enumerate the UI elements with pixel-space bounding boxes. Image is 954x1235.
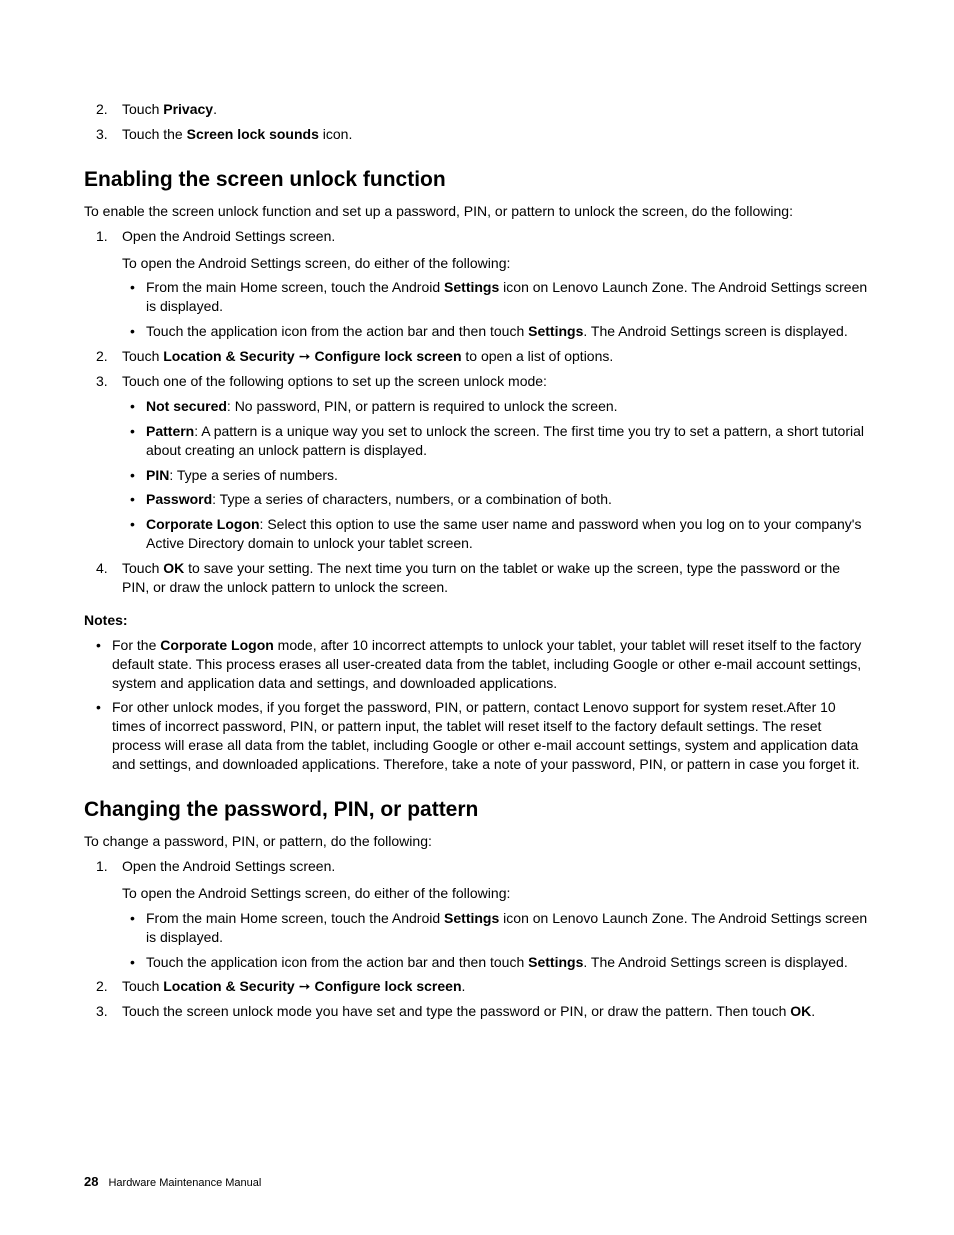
list-item: 3. Touch the Screen lock sounds icon. [84, 125, 870, 144]
list-item: 4. Touch OK to save your setting. The ne… [84, 559, 870, 597]
list-item: From the main Home screen, touch the And… [122, 909, 870, 947]
text: : A pattern is a unique way you set to u… [146, 423, 864, 458]
text: icon. [319, 126, 352, 142]
unlock-mode-options: Not secured: No password, PIN, or patter… [122, 397, 870, 553]
text: . [811, 1003, 815, 1019]
book-title: Hardware Maintenance Manual [108, 1177, 261, 1189]
bold-text: Configure lock screen [314, 348, 461, 364]
sub-bullets: From the main Home screen, touch the And… [122, 909, 870, 972]
bold-text: Settings [528, 954, 583, 970]
text: For other unlock modes, if you forget th… [112, 699, 860, 772]
bold-text: Corporate Logon [146, 516, 260, 532]
notes-list: For the Corporate Logon mode, after 10 i… [84, 636, 870, 774]
paragraph: To open the Android Settings screen, do … [122, 884, 870, 903]
text: to save your setting. The next time you … [122, 560, 840, 595]
bold-text: Corporate Logon [160, 637, 274, 653]
bold-text: Not secured [146, 398, 227, 414]
text: . The Android Settings screen is display… [583, 323, 847, 339]
text: Open the Android Settings screen. [122, 228, 335, 244]
bold-text: Settings [444, 910, 499, 926]
bold-text: Settings [444, 279, 499, 295]
bold-text: Location & Security [163, 978, 294, 994]
list-item: 3. Touch the screen unlock mode you have… [84, 1002, 870, 1021]
list-item: 2. Touch Location & Security➙Configure l… [84, 347, 870, 366]
bold-text: Screen lock sounds [187, 126, 319, 142]
text: Open the Android Settings screen. [122, 858, 335, 874]
bold-text: Pattern [146, 423, 194, 439]
arrow-icon: ➙ [299, 978, 311, 994]
text: Touch the application icon from the acti… [146, 954, 528, 970]
text: From the main Home screen, touch the And… [146, 279, 444, 295]
bold-text: Settings [528, 323, 583, 339]
text: Touch one of the following options to se… [122, 373, 547, 389]
text: Touch the application icon from the acti… [146, 323, 528, 339]
page-footer: 28 Hardware Maintenance Manual [84, 1174, 261, 1189]
bold-text: Configure lock screen [314, 978, 461, 994]
list-item: 2. Touch Location & Security➙Configure l… [84, 977, 870, 996]
text: For the [112, 637, 160, 653]
list-item: From the main Home screen, touch the And… [122, 278, 870, 316]
text: . The Android Settings screen is display… [583, 954, 847, 970]
list-item: PIN: Type a series of numbers. [122, 466, 870, 485]
text: : Type a series of numbers. [169, 467, 338, 483]
paragraph: To enable the screen unlock function and… [84, 202, 870, 221]
bold-text: Password [146, 491, 212, 507]
document-page: 2. Touch Privacy. 3. Touch the Screen lo… [0, 0, 954, 1235]
bold-text: Privacy [163, 101, 213, 117]
bold-text: PIN [146, 467, 169, 483]
text: Touch the screen unlock mode you have se… [122, 1003, 790, 1019]
text: Touch [122, 560, 163, 576]
text: : Type a series of characters, numbers, … [212, 491, 612, 507]
list-item: Corporate Logon: Select this option to u… [122, 515, 870, 553]
arrow-icon: ➙ [299, 348, 311, 364]
list-item: 2. Touch Privacy. [84, 100, 870, 119]
bold-text: OK [163, 560, 184, 576]
enable-unlock-steps: 1. Open the Android Settings screen. To … [84, 227, 870, 597]
text: From the main Home screen, touch the And… [146, 910, 444, 926]
section-heading-enable-unlock: Enabling the screen unlock function [84, 168, 870, 192]
paragraph: To open the Android Settings screen, do … [122, 254, 870, 273]
text: : No password, PIN, or pattern is requir… [227, 398, 618, 414]
list-item: Not secured: No password, PIN, or patter… [122, 397, 870, 416]
sub-bullets: From the main Home screen, touch the And… [122, 278, 870, 341]
notes-label: Notes: [84, 611, 870, 630]
text: Touch [122, 348, 163, 364]
list-item: For the Corporate Logon mode, after 10 i… [84, 636, 870, 693]
text: . [213, 101, 217, 117]
list-item: For other unlock modes, if you forget th… [84, 698, 870, 774]
list-item: Touch the application icon from the acti… [122, 953, 870, 972]
text: . [462, 978, 466, 994]
list-item: Password: Type a series of characters, n… [122, 490, 870, 509]
list-item: 3. Touch one of the following options to… [84, 372, 870, 553]
text: to open a list of options. [462, 348, 614, 364]
text: Touch [122, 101, 163, 117]
bold-text: Notes: [84, 612, 128, 628]
list-item: Pattern: A pattern is a unique way you s… [122, 422, 870, 460]
text: Touch [122, 978, 163, 994]
page-number: 28 [84, 1174, 98, 1189]
top-continued-list: 2. Touch Privacy. 3. Touch the Screen lo… [84, 100, 870, 144]
bold-text: Location & Security [163, 348, 294, 364]
list-item: Touch the application icon from the acti… [122, 322, 870, 341]
list-item: 1. Open the Android Settings screen. To … [84, 857, 870, 971]
section-heading-change-password: Changing the password, PIN, or pattern [84, 798, 870, 822]
change-password-steps: 1. Open the Android Settings screen. To … [84, 857, 870, 1021]
bold-text: OK [790, 1003, 811, 1019]
list-item: 1. Open the Android Settings screen. To … [84, 227, 870, 341]
text: Touch the [122, 126, 187, 142]
paragraph: To change a password, PIN, or pattern, d… [84, 832, 870, 851]
